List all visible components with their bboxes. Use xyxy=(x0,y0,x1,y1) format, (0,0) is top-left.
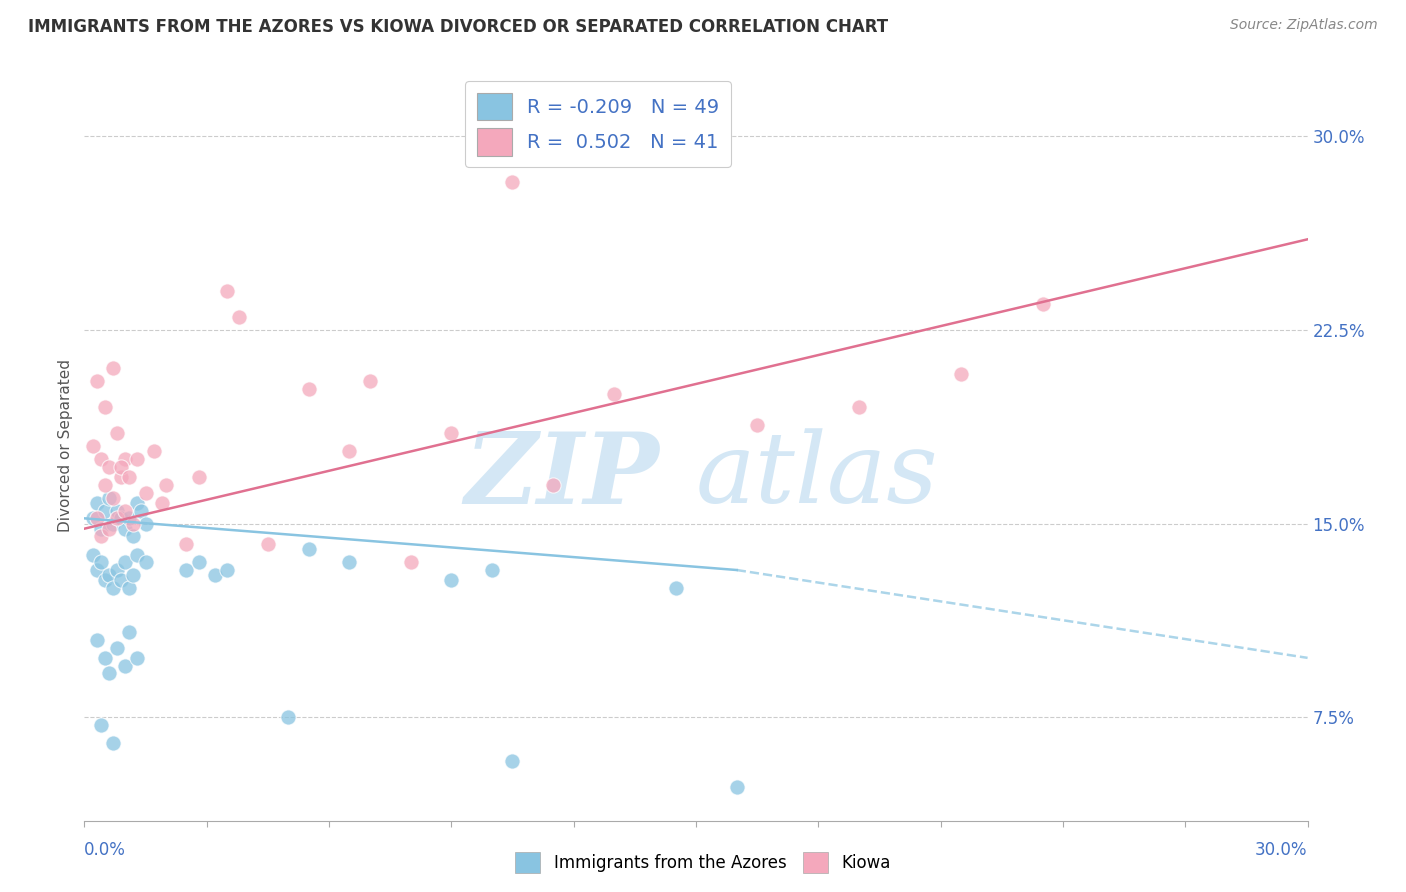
Point xyxy=(93,574,115,588)
Point xyxy=(86,563,108,577)
Point xyxy=(90,451,112,466)
Point xyxy=(665,581,688,595)
Point xyxy=(127,651,149,665)
Point xyxy=(543,477,565,491)
Point xyxy=(747,418,769,433)
Point xyxy=(93,503,115,517)
Point xyxy=(82,548,104,562)
Point xyxy=(502,176,524,190)
Point xyxy=(135,485,157,500)
Point xyxy=(97,568,120,582)
Text: 30.0%: 30.0% xyxy=(1256,841,1308,859)
Point xyxy=(93,401,115,415)
Point xyxy=(105,563,128,577)
Point xyxy=(90,718,112,732)
Point xyxy=(101,516,124,531)
Text: ZIP: ZIP xyxy=(464,428,659,524)
Point xyxy=(339,444,361,458)
Point xyxy=(298,542,321,557)
Point xyxy=(86,511,108,525)
Legend: Immigrants from the Azores, Kiowa: Immigrants from the Azores, Kiowa xyxy=(509,846,897,880)
Point xyxy=(90,522,112,536)
Point xyxy=(122,516,145,531)
Point xyxy=(82,511,104,525)
Point xyxy=(298,382,321,396)
Point xyxy=(101,491,124,505)
Legend: R = -0.209   N = 49, R =  0.502   N = 41: R = -0.209 N = 49, R = 0.502 N = 41 xyxy=(465,81,731,167)
Point xyxy=(86,632,108,647)
Point xyxy=(217,563,239,577)
Point xyxy=(257,537,280,551)
Point xyxy=(217,284,239,298)
Point xyxy=(114,451,136,466)
Point xyxy=(204,568,226,582)
Point xyxy=(135,516,157,531)
Point xyxy=(114,658,136,673)
Point xyxy=(110,574,132,588)
Point xyxy=(122,529,145,543)
Point xyxy=(110,470,132,484)
Point xyxy=(97,459,120,474)
Point xyxy=(101,361,124,376)
Point xyxy=(155,477,177,491)
Point xyxy=(725,780,748,794)
Point xyxy=(131,503,153,517)
Point xyxy=(110,459,132,474)
Y-axis label: Divorced or Separated: Divorced or Separated xyxy=(58,359,73,533)
Point xyxy=(105,640,128,655)
Point xyxy=(114,522,136,536)
Point xyxy=(228,310,250,324)
Point xyxy=(150,496,173,510)
Point xyxy=(114,503,136,517)
Point xyxy=(359,375,381,389)
Point xyxy=(82,439,104,453)
Point xyxy=(481,563,503,577)
Point xyxy=(93,477,115,491)
Point xyxy=(127,496,149,510)
Point xyxy=(127,451,149,466)
Point xyxy=(86,375,108,389)
Point xyxy=(848,401,870,415)
Point xyxy=(105,511,128,525)
Point xyxy=(174,537,197,551)
Point xyxy=(118,511,141,525)
Point xyxy=(339,555,361,569)
Point xyxy=(174,563,197,577)
Point xyxy=(127,548,149,562)
Point xyxy=(86,496,108,510)
Point xyxy=(97,522,120,536)
Point xyxy=(135,555,157,569)
Point xyxy=(142,444,165,458)
Point xyxy=(399,555,422,569)
Point xyxy=(105,503,128,517)
Text: Source: ZipAtlas.com: Source: ZipAtlas.com xyxy=(1230,18,1378,32)
Point xyxy=(97,666,120,681)
Point xyxy=(110,511,132,525)
Point xyxy=(90,529,112,543)
Point xyxy=(440,426,463,441)
Point xyxy=(93,651,115,665)
Point xyxy=(502,754,524,768)
Point xyxy=(118,470,141,484)
Point xyxy=(122,568,145,582)
Point xyxy=(90,555,112,569)
Point xyxy=(277,710,299,724)
Text: IMMIGRANTS FROM THE AZORES VS KIOWA DIVORCED OR SEPARATED CORRELATION CHART: IMMIGRANTS FROM THE AZORES VS KIOWA DIVO… xyxy=(28,18,889,36)
Point xyxy=(187,555,209,569)
Point xyxy=(950,367,973,381)
Point xyxy=(101,581,124,595)
Text: 0.0%: 0.0% xyxy=(84,841,127,859)
Point xyxy=(603,387,626,401)
Point xyxy=(114,555,136,569)
Point xyxy=(118,625,141,640)
Point xyxy=(187,470,209,484)
Point xyxy=(440,574,463,588)
Point xyxy=(118,581,141,595)
Text: atlas: atlas xyxy=(696,428,939,524)
Point xyxy=(101,736,124,750)
Point xyxy=(1032,297,1054,311)
Point xyxy=(97,491,120,505)
Point xyxy=(105,426,128,441)
